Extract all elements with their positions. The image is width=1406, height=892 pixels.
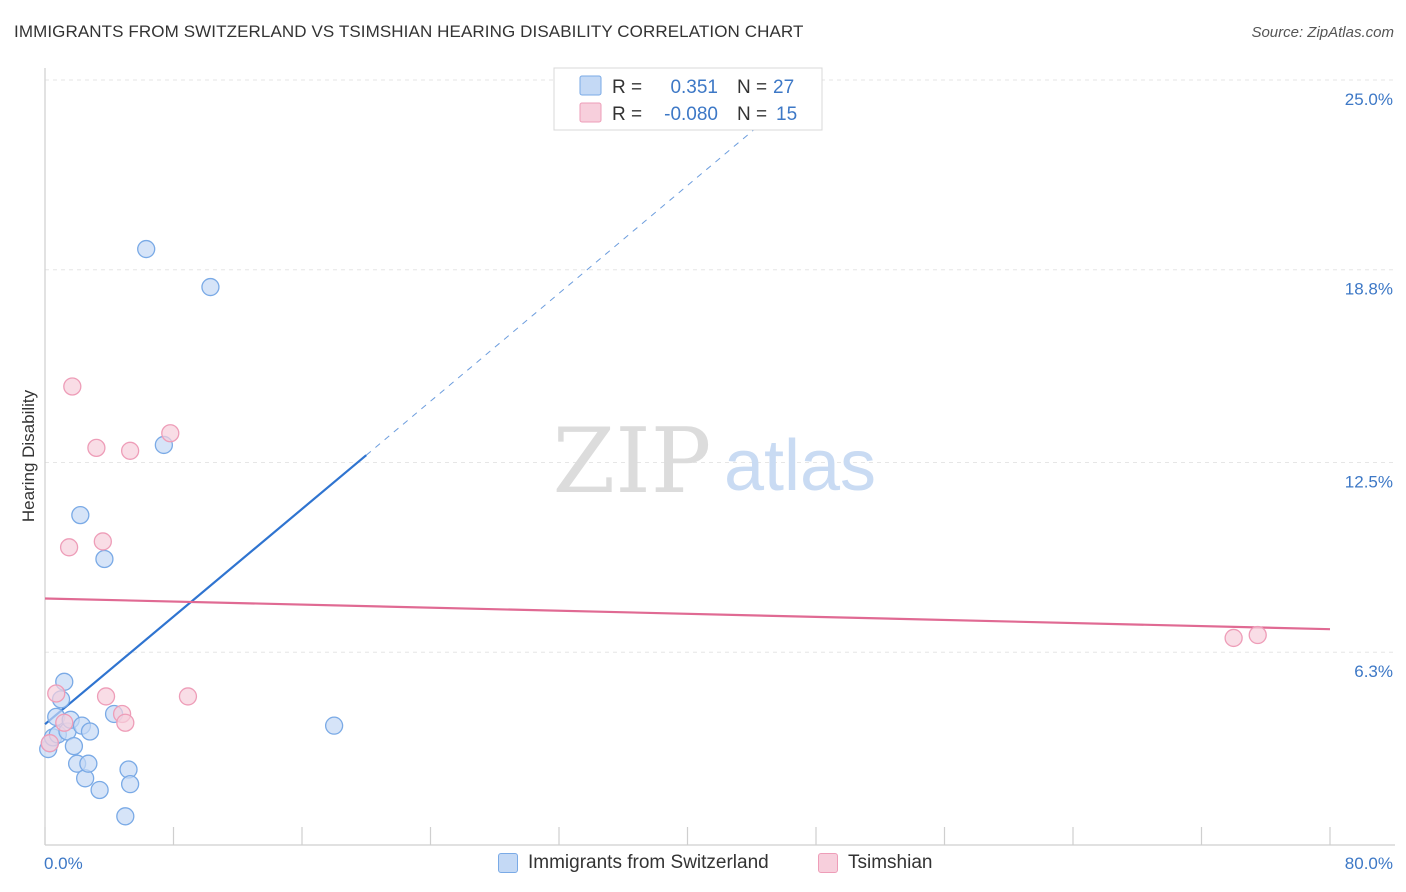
- legend-r-label-1: R =: [612, 77, 642, 98]
- point-series1-0: [40, 734, 59, 753]
- trend-line-extension-0: [365, 124, 761, 456]
- y-tick-labels: 6.3% 12.5% 18.8% 25.0%: [1345, 90, 1393, 681]
- point-series1-9: [116, 713, 135, 732]
- point-series0-9: [64, 736, 84, 756]
- point-series1-2: [55, 713, 74, 732]
- point-series1-1: [47, 684, 66, 703]
- y-tick-label-2: 18.8%: [1345, 280, 1393, 299]
- legend-item-tsimshian: Tsimshian: [818, 852, 932, 874]
- legend-n-value-2: 15: [776, 104, 797, 125]
- point-series1-10: [120, 441, 140, 460]
- point-series1-3: [59, 538, 79, 557]
- legend-label-switzerland: Immigrants from Switzerland: [528, 852, 769, 873]
- point-series0-19: [116, 807, 135, 826]
- point-series0-24: [201, 277, 220, 297]
- point-series0-15: [80, 722, 100, 741]
- legend-swatch-switzerland: [579, 75, 602, 96]
- trend-lines: [44, 124, 1331, 726]
- point-series1-6: [93, 532, 112, 551]
- legend-r-value-2: -0.080: [664, 104, 718, 125]
- point-series0-14: [79, 754, 98, 773]
- x-tick-label-1: 80.0%: [1345, 854, 1393, 873]
- legend-n-value-1: 27: [773, 77, 794, 98]
- legend-item-switzerland: Immigrants from Switzerland: [498, 852, 769, 874]
- point-series0-11: [71, 505, 90, 525]
- legend-r-value-1: 0.351: [670, 77, 718, 98]
- top-legend: R = 0.351 N = 27 R = -0.080 N = 15: [553, 67, 823, 131]
- legend-r-label-2: R =: [612, 104, 642, 125]
- x-tick-labels: 0.0% 80.0%: [44, 854, 1393, 873]
- legend-swatch: [818, 853, 838, 873]
- point-series1-5: [87, 438, 106, 458]
- legend-swatch-tsimshian: [579, 102, 602, 123]
- watermark: ZIP atlas: [553, 409, 876, 514]
- y-tick-label-0: 6.3%: [1354, 662, 1393, 681]
- point-series1-12: [178, 687, 198, 706]
- chart-title: IMMIGRANTS FROM SWITZERLAND VS TSIMSHIAN…: [14, 22, 804, 41]
- y-tick-label-3: 25.0%: [1345, 90, 1393, 109]
- data-points: [39, 239, 1267, 826]
- y-axis-label: Hearing Disability: [19, 389, 38, 522]
- point-series1-14: [1248, 625, 1267, 645]
- axes: [44, 68, 1395, 846]
- point-series1-13: [1224, 628, 1243, 648]
- point-series0-22: [137, 239, 156, 259]
- legend-n-label-1: N =: [737, 77, 767, 98]
- gridlines: [45, 79, 1395, 653]
- point-series1-11: [161, 424, 180, 443]
- point-series1-4: [63, 377, 82, 396]
- point-series0-25: [324, 716, 344, 735]
- x-tick-label-0: 0.0%: [44, 854, 83, 873]
- point-series0-17: [95, 549, 114, 569]
- source-label: Source: ZipAtlas.com: [1251, 24, 1394, 41]
- watermark-atlas: atlas: [724, 426, 876, 506]
- trend-line-0: [44, 454, 367, 726]
- legend-swatch: [498, 853, 518, 873]
- trend-line-1: [44, 597, 1331, 631]
- point-series0-16: [90, 780, 109, 800]
- point-series0-21: [120, 774, 140, 794]
- y-tick-label-1: 12.5%: [1345, 473, 1393, 492]
- legend-n-label-2: N =: [737, 104, 767, 125]
- legend-label-tsimshian: Tsimshian: [848, 852, 933, 873]
- point-series1-7: [96, 687, 116, 706]
- watermark-zip: ZIP: [553, 409, 712, 514]
